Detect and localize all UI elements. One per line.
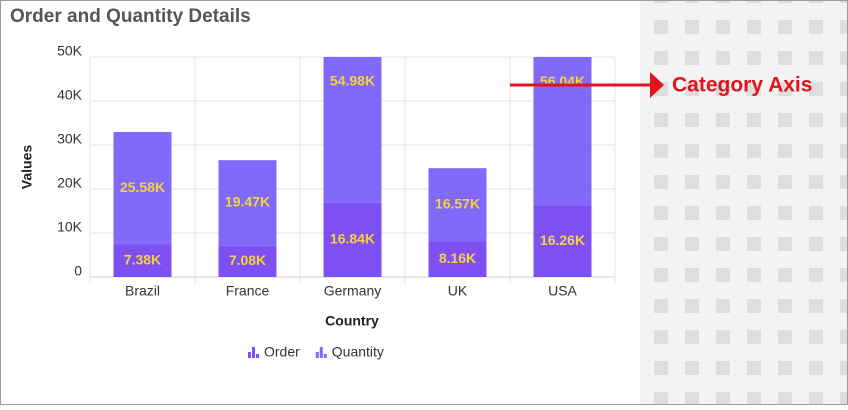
value-label: 54.98K bbox=[330, 73, 375, 89]
value-labels: 7.38K 25.58K 7.08K 19.47K 16.84K 54.98K 8.16K 1… bbox=[120, 73, 585, 268]
x-tick-label: France bbox=[226, 283, 270, 299]
x-tick-label: Brazil bbox=[125, 283, 160, 299]
bar-segment bbox=[218, 245, 277, 277]
value-label: 16.26K bbox=[540, 232, 585, 248]
y-tick-label: 0 bbox=[74, 263, 82, 279]
legend-icon bbox=[252, 347, 255, 358]
y-tick-label: 10K bbox=[57, 219, 83, 235]
y-tick-label: 30K bbox=[57, 131, 83, 147]
legend-label: Quantity bbox=[332, 344, 384, 360]
x-tick-label: Germany bbox=[324, 283, 382, 299]
plot-area: 0 10K 20K 30K 40K 50K 7.38K 25.58K 7.08K 19.47K 16… bbox=[57, 43, 616, 299]
value-label: 19.47K bbox=[225, 194, 270, 210]
value-label: 7.38K bbox=[124, 251, 161, 267]
x-tick-label: USA bbox=[548, 283, 577, 299]
value-label: 16.84K bbox=[330, 231, 375, 247]
x-axis-title: Country bbox=[325, 313, 379, 329]
value-label: 25.58K bbox=[120, 179, 165, 195]
legend-icon bbox=[315, 352, 319, 358]
bar-segment bbox=[323, 57, 382, 203]
value-label: 7.08K bbox=[229, 252, 266, 268]
bar-segment bbox=[428, 241, 487, 277]
legend-label: Order bbox=[264, 344, 300, 360]
y-axis-title: Values bbox=[19, 145, 35, 190]
bar-segment bbox=[323, 202, 382, 277]
bar-segment bbox=[218, 160, 277, 246]
bar-segment bbox=[428, 168, 487, 242]
bar-segment bbox=[113, 244, 172, 277]
legend-icon bbox=[319, 347, 323, 358]
value-label: 8.16K bbox=[439, 250, 476, 266]
legend-icon bbox=[256, 354, 259, 358]
legend-icon bbox=[323, 354, 327, 358]
bar-segment bbox=[113, 131, 172, 245]
legend: Order Quantity bbox=[248, 344, 384, 360]
chart-title: Order and Quantity Details bbox=[10, 6, 251, 27]
value-label: 16.57K bbox=[435, 195, 480, 211]
y-tick-label: 40K bbox=[57, 87, 83, 103]
legend-icon bbox=[248, 352, 251, 358]
x-tick-label: UK bbox=[448, 283, 468, 299]
bar-segment bbox=[533, 205, 592, 277]
bar-segment bbox=[533, 57, 592, 206]
annotation-arrowhead bbox=[650, 72, 664, 98]
y-tick-label: 50K bbox=[57, 43, 83, 59]
side-pattern bbox=[640, 0, 848, 405]
bars bbox=[113, 57, 592, 277]
annotation: Category Axis bbox=[672, 74, 812, 97]
y-tick-label: 20K bbox=[57, 175, 83, 191]
